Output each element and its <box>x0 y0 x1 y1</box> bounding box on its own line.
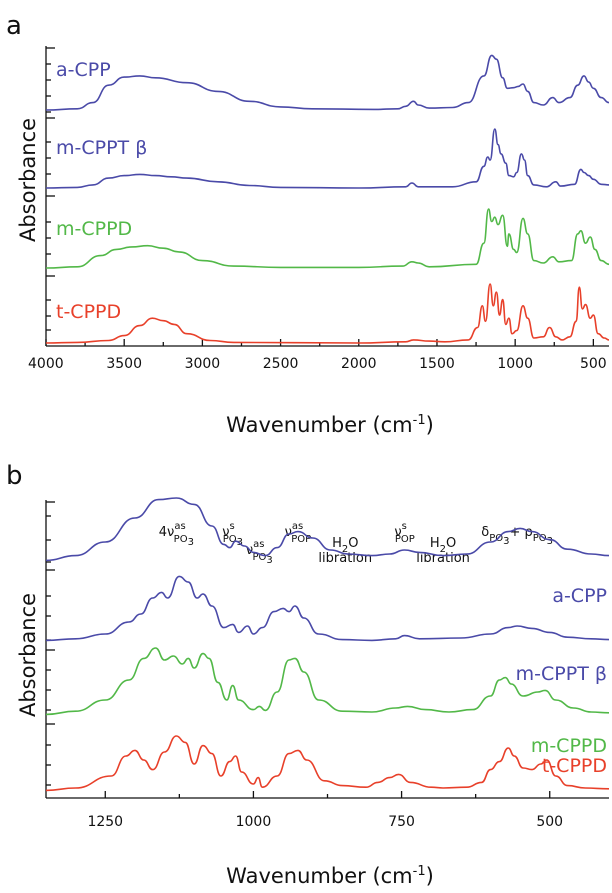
panel-a-ylabel: Absorbance <box>16 118 40 242</box>
band-annotation: δPO3+ ρPO3 <box>481 525 553 547</box>
annotation-base: ν <box>222 525 229 540</box>
band-annotation: H2O <box>430 536 456 555</box>
series-line-a-cpp <box>45 497 610 562</box>
annotation-sub2: 3 <box>188 537 194 548</box>
annotation-sub2: O <box>446 536 456 551</box>
x-tick-label: 2000 <box>341 356 377 372</box>
annotation-sub: 2 <box>342 544 348 555</box>
x-tick-label: 1250 <box>87 814 123 830</box>
series-label: m-CPPD <box>56 218 132 240</box>
annotation-sup: as <box>253 539 264 550</box>
annotation-sup: s <box>230 521 235 532</box>
x-tick-label: 1000 <box>497 356 533 372</box>
annotation-base: H <box>332 536 342 551</box>
series-label: m-CPPD <box>531 735 607 757</box>
series-line-m-cppd <box>45 647 610 716</box>
annotation-sub: PO <box>223 534 237 545</box>
series-line-m-cppt- <box>45 128 610 189</box>
panel-a-xlabel: Wavenumber (cm-1) <box>226 413 434 437</box>
panel-b-traces <box>45 497 610 792</box>
x-tick-label: 1000 <box>236 814 272 830</box>
panel-a-axes <box>45 46 609 347</box>
x-tick-label: 4000 <box>28 356 64 372</box>
x-tick-label: 1500 <box>419 356 455 372</box>
panel-b-xlabel: Wavenumber (cm-1) <box>226 864 434 888</box>
annotation-sub2: 3 <box>266 555 272 566</box>
panel-a-letter: a <box>6 11 22 41</box>
annotation-sub: 2 <box>440 544 446 555</box>
x-tick-label: 2500 <box>263 356 299 372</box>
series-line-t-cppd <box>45 735 610 792</box>
panel-a: a Absorbance 4000 3500 3000 2500 2000 1500 100… <box>6 11 610 437</box>
band-annotation: νs POP <box>394 521 414 545</box>
annotation-sub: POP <box>395 534 415 545</box>
x-tick-label: 3000 <box>185 356 221 372</box>
annotation-base: 4ν <box>159 525 175 540</box>
x-tick-label: 500 <box>580 356 607 372</box>
annotation-sub: POP <box>291 534 311 545</box>
band-annotation: H2O <box>332 536 358 555</box>
series-label: t-CPPD <box>56 301 121 323</box>
annotation-sup: as <box>292 521 303 532</box>
series-line-t-cppd <box>45 283 610 344</box>
annotation-base: ν <box>285 525 292 540</box>
annotation-plus: + ρ <box>509 525 532 540</box>
panel-a-xlabel-end: ) <box>426 413 434 437</box>
series-label: m-CPPT β <box>516 663 607 685</box>
annotation-sup: s <box>402 521 407 532</box>
series-line-m-cppd <box>45 208 610 269</box>
panel-b-ticks: 1250 1000 750 500 <box>87 791 563 830</box>
annotation-sub: PO <box>174 534 188 545</box>
panel-b-xlabel-sup: -1 <box>413 864 426 879</box>
series-line-a-cpp <box>45 54 610 111</box>
panel-b-xlabel-main: Wavenumber (cm <box>226 864 412 888</box>
annotation-base: ν <box>394 525 401 540</box>
band-annotation: νas PO3 <box>246 539 273 566</box>
panel-b-xlabel-end: ) <box>426 864 434 888</box>
series-label: a-CPP <box>552 585 607 607</box>
x-tick-label: 500 <box>536 814 563 830</box>
annotation-sub2: O <box>348 536 358 551</box>
band-annotation: νas POP <box>285 521 312 545</box>
panel-a-series-labels: a-CPP m-CPPT β m-CPPD t-CPPD <box>56 59 147 323</box>
annotation-sub2: 3 <box>503 536 509 547</box>
panel-b-ylabel: Absorbance <box>16 593 40 717</box>
annotation-plus-sub: PO <box>533 533 547 544</box>
panel-a-xlabel-main: Wavenumber (cm <box>226 413 412 437</box>
x-tick-label: 3500 <box>106 356 142 372</box>
band-annotation: 4νas PO3 <box>159 521 194 548</box>
annotation-sub: PO <box>253 552 267 563</box>
annotation-plus-sub2: 3 <box>547 536 553 547</box>
annotation-sub: PO <box>489 533 503 544</box>
panel-a-xlabel-sup: -1 <box>413 413 426 428</box>
series-line-m-cppt- <box>45 575 610 642</box>
series-label: m-CPPT β <box>56 137 147 159</box>
panel-a-traces <box>45 54 610 344</box>
annotation-base: δ <box>481 525 489 540</box>
series-label: a-CPP <box>56 59 111 81</box>
series-label: t-CPPD <box>542 755 607 777</box>
annotation-base: H <box>430 536 440 551</box>
panel-b-letter: b <box>6 461 23 491</box>
x-tick-label: 750 <box>388 814 415 830</box>
panel-a-ticks: 4000 3500 3000 2500 2000 1500 1000 500 <box>28 339 607 372</box>
annotation-sup: as <box>174 521 185 532</box>
